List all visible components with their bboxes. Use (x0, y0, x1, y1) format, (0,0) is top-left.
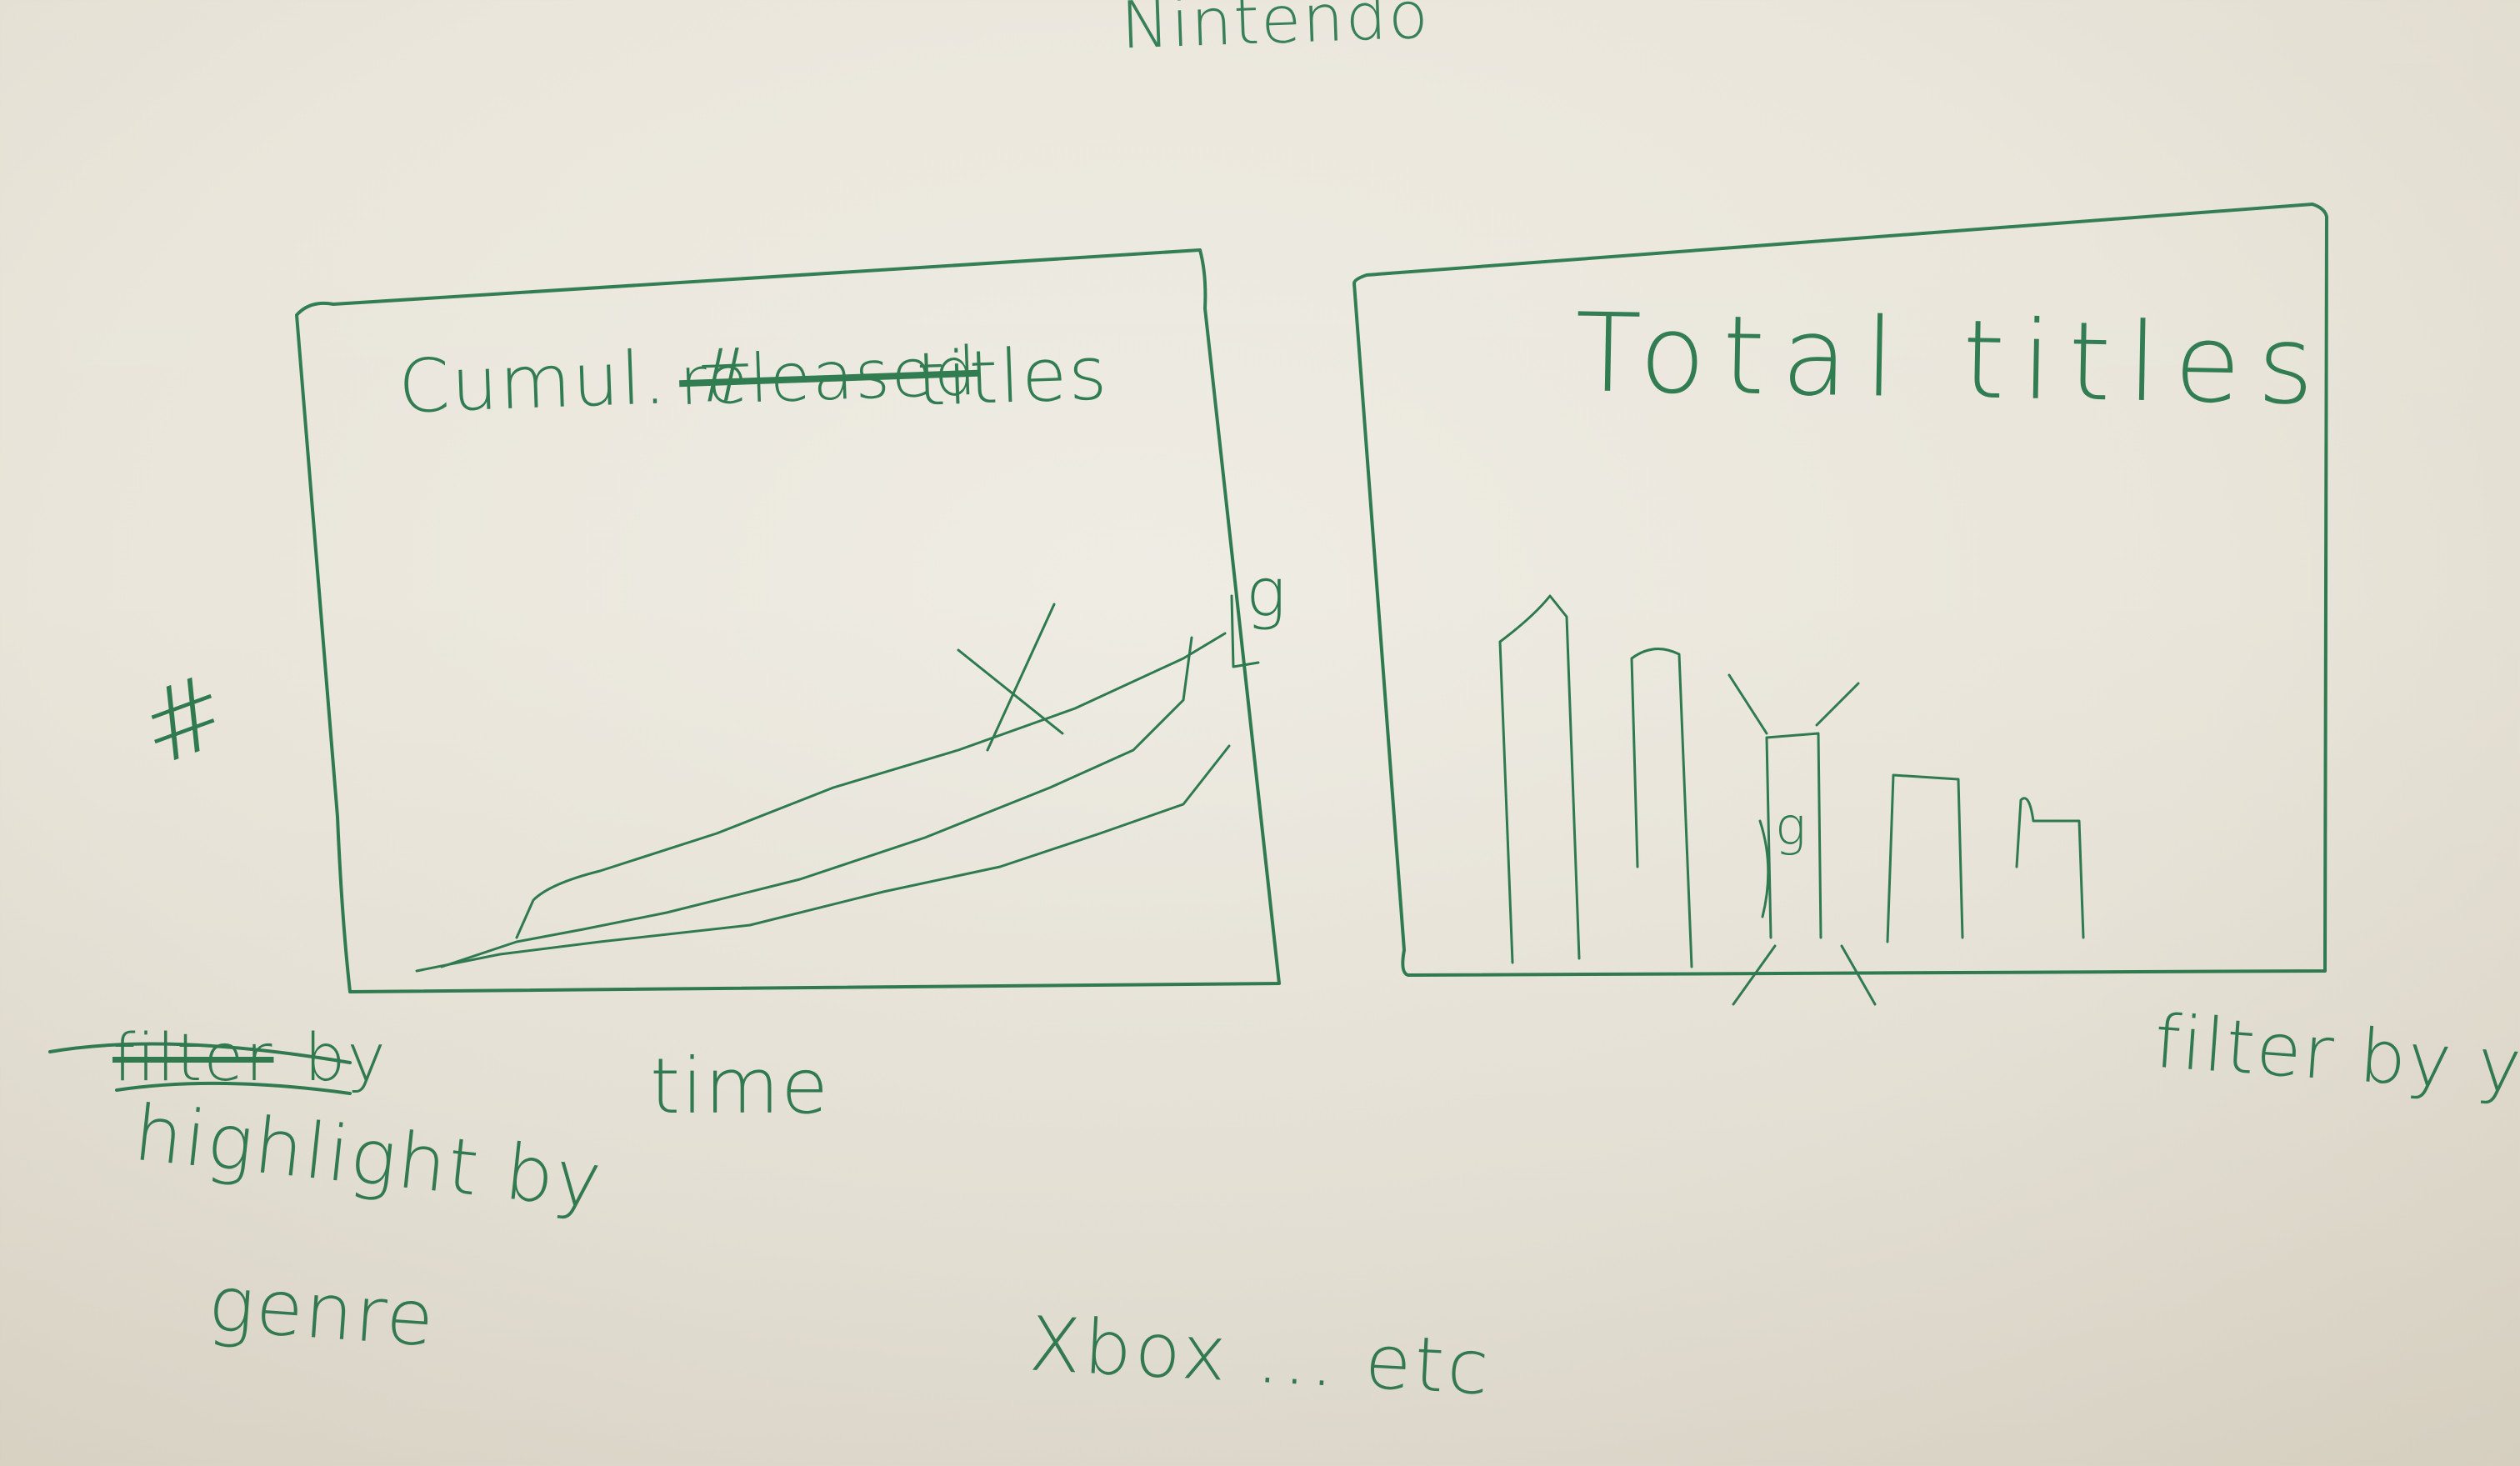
right-chart-title: Total titles (1573, 289, 2332, 429)
right-chart-bar-label: g (1775, 796, 1808, 857)
left-note-struck: filter (112, 1021, 274, 1096)
left-chart-line-lower (415, 744, 1231, 973)
right-chart-bar-5 (2015, 797, 2085, 939)
right-chart-highlight-x-top (1728, 673, 1860, 735)
left-chart-line-upper (515, 632, 1227, 939)
left-chart-highlight-x (957, 603, 1064, 752)
left-chart-line-middle (440, 636, 1193, 968)
left-note-line2: genre (205, 1258, 438, 1364)
left-chart-line-bracket (1230, 594, 1260, 668)
right-chart-bar-4 (1886, 773, 1964, 943)
left-chart-line-end-label: g (1246, 554, 1288, 632)
left-chart-x-axis-label: time (650, 1042, 830, 1131)
left-note-by: by (304, 1021, 388, 1096)
left-note-strike (48, 1042, 352, 1095)
left-chart-title-suffix: titles (915, 330, 1110, 423)
right-chart-bar-3 (1758, 732, 1822, 939)
right-chart-frame (1352, 203, 2328, 977)
left-chart-frame (295, 248, 1281, 993)
right-chart-bar-2 (1630, 648, 1693, 968)
header-console-partial: Nintendo (1119, 0, 1432, 64)
right-chart-highlight-x-bottom (1732, 944, 1877, 1006)
right-chart-bar-1 (1498, 594, 1581, 964)
